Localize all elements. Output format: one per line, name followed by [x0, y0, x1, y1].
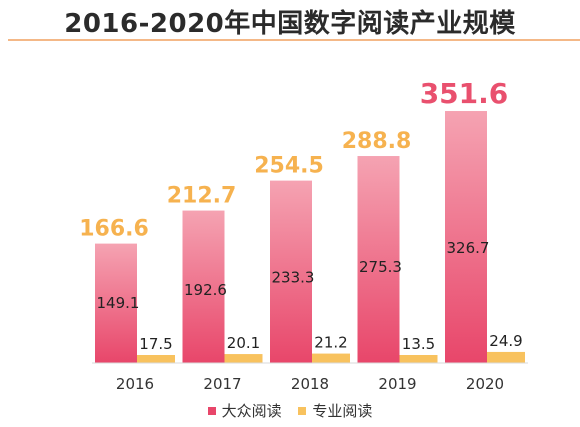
bar-pro-2017: [224, 354, 263, 363]
bar-mass-2020: [445, 111, 487, 364]
bar-pro-2018: [312, 353, 350, 363]
legend-item-pro: 专业阅读: [298, 400, 372, 421]
pro-value-label-2017: 20.1: [227, 334, 260, 352]
bar-mass-2018: [270, 180, 312, 363]
mass-value-label-2019: 275.3: [359, 258, 402, 276]
bar-mass-2016: [95, 243, 137, 363]
bar-mass-2019: [357, 156, 400, 363]
pro-value-label-2019: 13.5: [402, 335, 435, 353]
pro-value-label-2016: 17.5: [139, 335, 172, 353]
total-label-2017: 212.7: [167, 184, 237, 209]
bar-pro-2019: [399, 355, 438, 363]
mass-value-label-2016: 149.1: [97, 294, 140, 312]
total-label-2019: 288.8: [342, 129, 412, 154]
x-tick-2020: 2020: [466, 375, 504, 393]
bar-chart: 166.6 149.1 17.5 212.7 192.6 20.1 254.5 233.3 21…: [79, 77, 528, 393]
legend-label-mass: 大众阅读: [221, 402, 282, 420]
total-label-2018: 254.5: [254, 154, 324, 179]
x-tick-2019: 2019: [378, 375, 416, 393]
bar-pro-2020: [487, 351, 525, 363]
total-label-2020: 351.6: [420, 77, 509, 110]
legend-swatch-mass: [207, 406, 216, 415]
mass-value-label-2018: 233.3: [272, 268, 315, 286]
title-divider: [8, 39, 580, 41]
bar-pro-2016: [137, 355, 175, 363]
x-tick-2016: 2016: [116, 375, 154, 393]
mass-value-label-2020: 326.7: [447, 239, 490, 257]
legend-swatch-pro: [298, 406, 307, 415]
mass-value-label-2017: 192.6: [184, 281, 227, 299]
x-tick-2018: 2018: [291, 375, 329, 393]
bar-mass-2017: [182, 210, 225, 363]
total-label-2016: 166.6: [79, 217, 149, 242]
legend-label-pro: 专业阅读: [312, 402, 373, 420]
x-tick-2017: 2017: [203, 375, 241, 393]
legend: 大众阅读 专业阅读: [0, 400, 580, 421]
pro-value-label-2018: 21.2: [314, 334, 347, 352]
legend-item-mass: 大众阅读: [207, 400, 282, 421]
chart-title: 2016-2020年中国数字阅读产业规模: [64, 9, 516, 39]
pro-value-label-2020: 24.9: [489, 332, 522, 350]
